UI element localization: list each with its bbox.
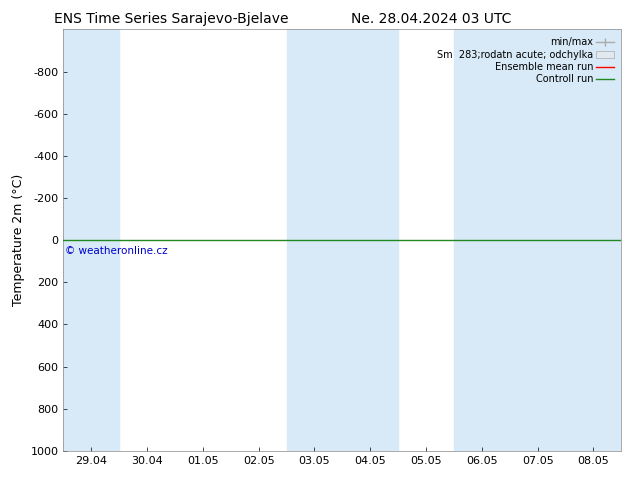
Text: ENS Time Series Sarajevo-Bjelave: ENS Time Series Sarajevo-Bjelave xyxy=(54,12,288,26)
Y-axis label: Temperature 2m (°C): Temperature 2m (°C) xyxy=(12,174,25,306)
Text: Ne. 28.04.2024 03 UTC: Ne. 28.04.2024 03 UTC xyxy=(351,12,511,26)
Bar xyxy=(63,29,119,451)
Bar xyxy=(287,29,398,451)
Bar xyxy=(454,29,621,451)
Legend: min/max, Sm  283;rodatn acute; odchylka, Ensemble mean run, Controll run: min/max, Sm 283;rodatn acute; odchylka, … xyxy=(434,34,616,87)
Text: © weatheronline.cz: © weatheronline.cz xyxy=(65,246,167,256)
